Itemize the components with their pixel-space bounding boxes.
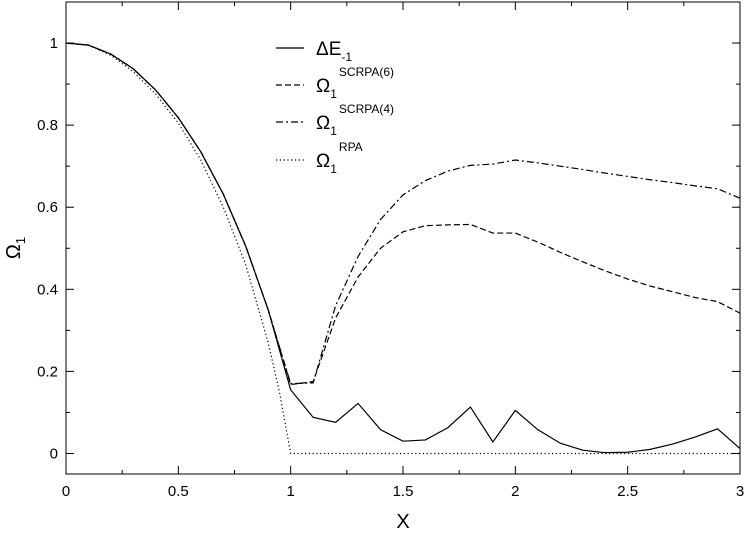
series-rpa-legend-label: Ω1RPA bbox=[316, 140, 363, 176]
y-tick-label: 0.4 bbox=[37, 281, 58, 298]
x-axis-ticks: 0 0.5 1 1.5 2 2.5 3 bbox=[62, 2, 744, 500]
series-rpa-line bbox=[65, 42, 740, 455]
x-tick-label: 0.5 bbox=[168, 483, 189, 500]
x-tick-label: 3 bbox=[736, 483, 744, 500]
y-tick-label: 0 bbox=[50, 445, 58, 462]
x-tick-label: 2.5 bbox=[617, 483, 638, 500]
series-scrpa6-line bbox=[65, 42, 741, 386]
y-tick-label: 1 bbox=[50, 35, 58, 52]
y-tick-label: 0.2 bbox=[37, 363, 58, 380]
series-layer bbox=[65, 42, 741, 455]
legend-symbol: Ω bbox=[316, 151, 330, 172]
svg-text:Ω1: Ω1 bbox=[3, 237, 28, 259]
x-tick-label: 0 bbox=[62, 483, 70, 500]
legend-subscript: 1 bbox=[330, 124, 337, 138]
y-axis-label-group: Ω1 bbox=[3, 237, 28, 259]
y-tick-label: 0.6 bbox=[37, 199, 58, 216]
legend-symbol: ΔE bbox=[316, 39, 341, 60]
legend-superscript: RPA bbox=[339, 140, 363, 154]
y-tick-label: 0.8 bbox=[37, 117, 58, 134]
legend-superscript: SCRPA(4) bbox=[339, 102, 394, 116]
y-axis-label: Ω bbox=[3, 244, 25, 259]
legend-subscript: 1 bbox=[330, 162, 337, 176]
legend-subscript: -1 bbox=[341, 50, 352, 64]
legend-superscript: SCRPA(6) bbox=[339, 65, 394, 79]
x-axis-label: X bbox=[396, 511, 409, 533]
y-axis-label-sub: 1 bbox=[13, 237, 28, 244]
plot-frame bbox=[65, 1, 741, 475]
series-scrpa4-legend-label: Ω1SCRPA(4) bbox=[316, 102, 394, 138]
legend-symbol: Ω bbox=[316, 113, 330, 134]
series-scrpa6-legend-label: Ω1SCRPA(6) bbox=[316, 65, 394, 101]
legend-symbol: Ω bbox=[316, 76, 330, 97]
x-tick-label: 1.5 bbox=[393, 483, 414, 500]
x-tick-label: 2 bbox=[511, 483, 519, 500]
x-tick-label: 1 bbox=[286, 483, 294, 500]
legend-subscript: 1 bbox=[330, 87, 337, 101]
series-scrpa4-line bbox=[65, 42, 741, 385]
y-axis-ticks: 0 0.2 0.4 0.6 0.8 1 bbox=[37, 35, 740, 462]
series-delta-e-legend-label: ΔE-1 bbox=[316, 39, 352, 64]
